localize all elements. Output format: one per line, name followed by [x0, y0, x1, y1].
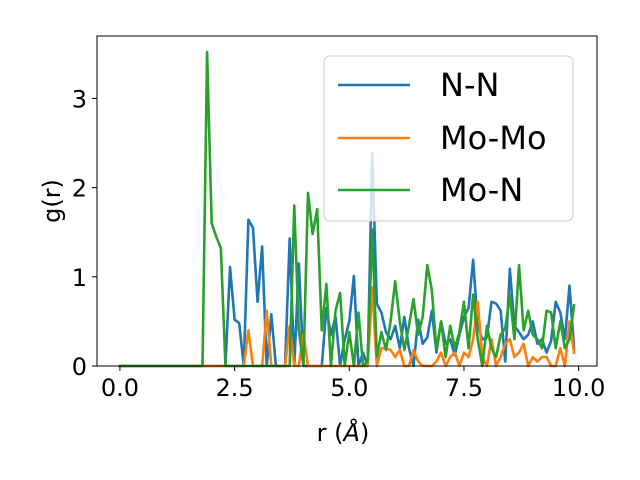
- ticks-layer: 0.0 2.5 5.0 7.5 10.0 0 1 2 3: [72, 85, 606, 402]
- plot-frame: [96, 35, 598, 367]
- x-tick-label: 7.5: [445, 374, 483, 402]
- y-tick-label: 2: [72, 175, 87, 203]
- x-axis-title-unit: Å: [342, 418, 360, 447]
- x-tick-label: 0.0: [101, 374, 139, 402]
- x-axis-title: r (Å): [317, 418, 370, 447]
- x-tick-label: 5.0: [330, 374, 368, 402]
- x-axis-title-close: ): [360, 419, 369, 447]
- x-tick-label: 10.0: [552, 374, 605, 402]
- y-axis-title: g(r): [38, 179, 66, 223]
- legend-label-n-n: N-N: [440, 66, 499, 104]
- legend-entries: N-N Mo-Mo Mo-N: [338, 66, 547, 209]
- legend-label-mo-mo: Mo-Mo: [440, 119, 547, 157]
- y-tick-label: 3: [72, 85, 87, 113]
- legend: N-N Mo-Mo Mo-N: [323, 55, 574, 222]
- x-axis-title-main: r (: [317, 419, 344, 447]
- legend-box: [323, 55, 574, 222]
- x-tick-label: 2.5: [216, 374, 254, 402]
- legend-label-mo-n: Mo-N: [440, 171, 523, 209]
- axes-layer: [96, 35, 598, 367]
- y-tick-label: 1: [72, 264, 87, 292]
- y-tick-label: 0: [72, 353, 87, 381]
